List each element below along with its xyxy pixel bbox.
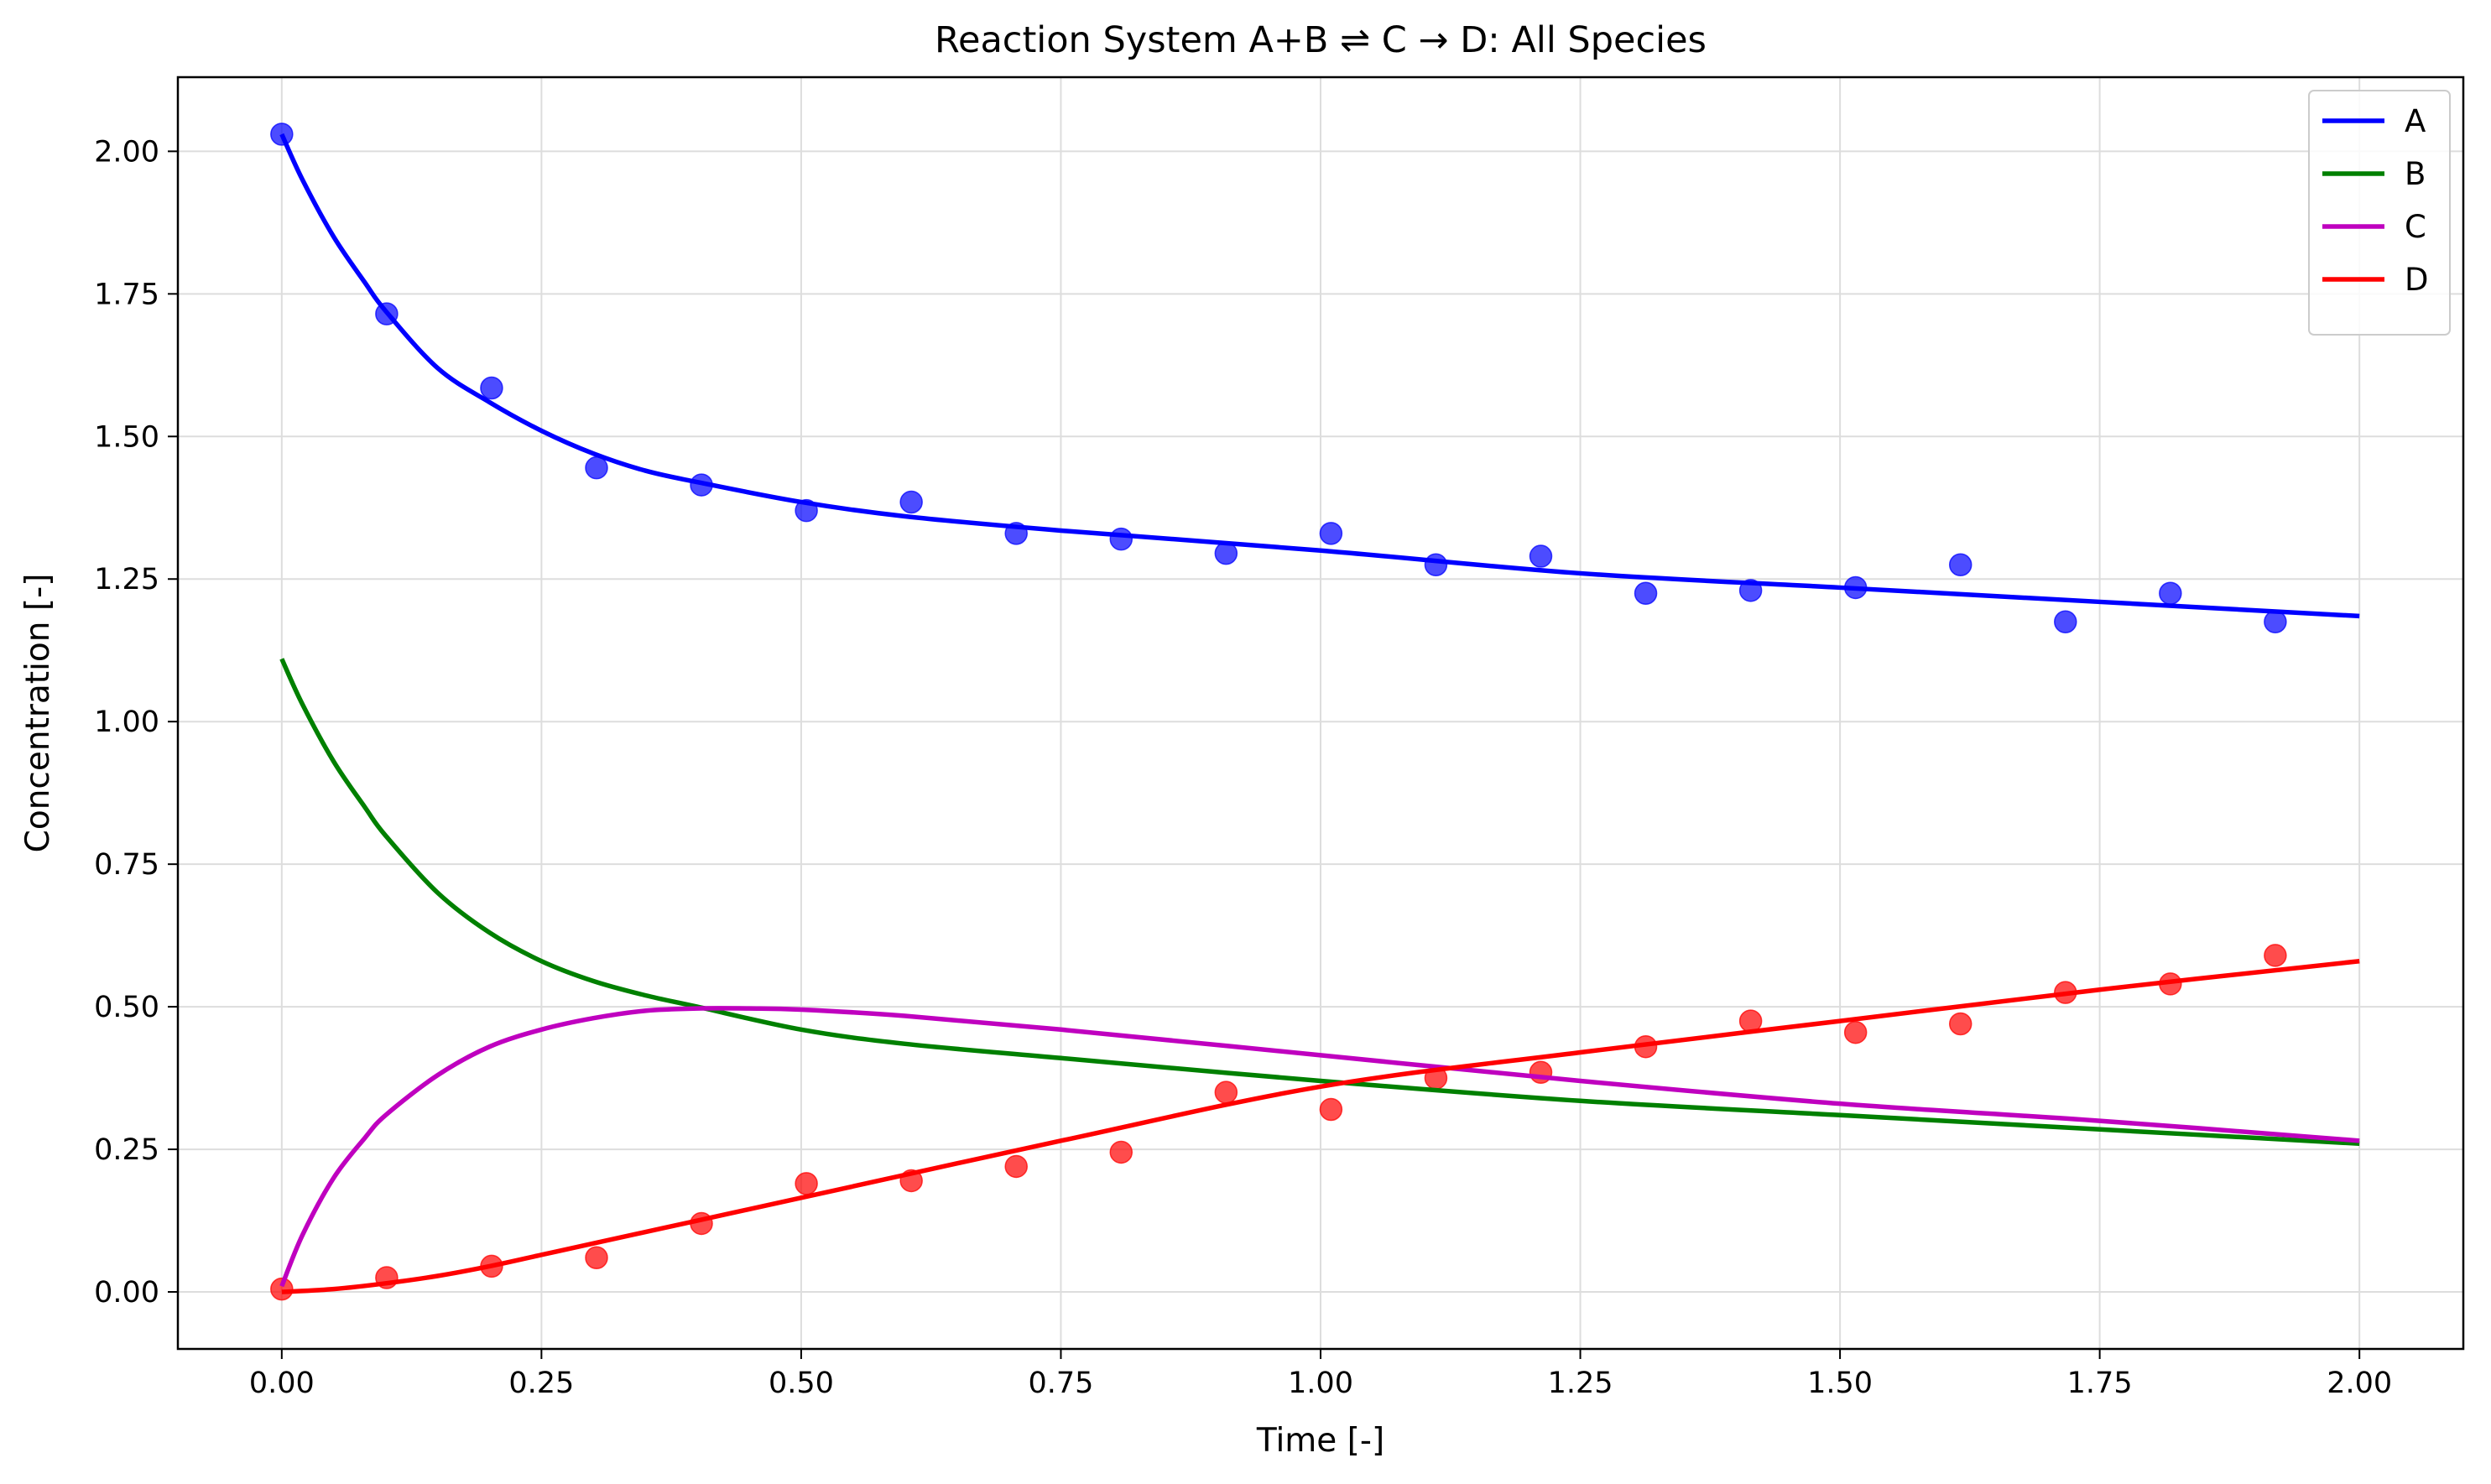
data-point-D	[795, 1172, 818, 1195]
x-tick-label: 0.25	[508, 1367, 574, 1400]
x-tick-label: 0.50	[769, 1367, 834, 1400]
data-point-A	[1948, 553, 1972, 576]
data-point-A	[1424, 553, 1448, 576]
legend-label-B: B	[2405, 156, 2426, 192]
data-point-A	[1529, 544, 1553, 568]
y-tick-label: 0.75	[94, 848, 159, 882]
y-tick-label: 1.00	[94, 706, 159, 739]
data-point-D	[1109, 1140, 1133, 1164]
y-tick-label: 0.50	[94, 991, 159, 1024]
plot-area	[270, 122, 2360, 1301]
data-point-D	[270, 1277, 294, 1301]
axis-ticks: 0.00 0.25 0.50 0.75 1.00 1.25 1.50 1.75 2.00 0.00…	[94, 135, 2392, 1400]
series-line-A	[279, 133, 2360, 619]
data-point-A	[899, 490, 923, 514]
data-point-D	[1214, 1080, 1238, 1104]
data-point-A	[480, 376, 503, 400]
x-tick-label: 1.75	[2067, 1367, 2133, 1400]
data-point-D	[1948, 1012, 1972, 1036]
y-tick-label: 1.75	[94, 278, 159, 311]
data-point-D	[585, 1246, 608, 1269]
data-point-D	[1319, 1097, 1343, 1122]
data-point-A	[1319, 522, 1343, 545]
data-point-D	[1843, 1020, 1868, 1044]
data-point-A	[1634, 581, 1658, 605]
data-point-D	[1004, 1154, 1028, 1179]
x-tick-label: 1.00	[1288, 1367, 1353, 1400]
legend-box	[2308, 90, 2451, 336]
data-point-A	[585, 456, 608, 480]
series-line-D	[281, 958, 2360, 1294]
data-point-A	[2159, 581, 2182, 605]
legend-label-A: A	[2405, 103, 2426, 139]
series-line-B	[279, 658, 2360, 1147]
x-tick-label: 2.00	[2327, 1367, 2392, 1400]
x-tick-label: 0.75	[1028, 1367, 1093, 1400]
y-tick-label: 1.50	[94, 420, 159, 454]
series-line-C	[279, 1006, 2360, 1288]
y-tick-label: 1.25	[94, 563, 159, 596]
y-tick-label: 0.25	[94, 1133, 159, 1167]
x-tick-label: 1.50	[1807, 1367, 1873, 1400]
chart-title: Reaction System A+B ⇌ C → D: All Species	[935, 19, 1707, 61]
x-tick-label: 1.25	[1548, 1367, 1613, 1400]
data-point-D	[2264, 944, 2287, 967]
y-tick-label: 2.00	[94, 135, 159, 169]
data-point-A	[2054, 610, 2077, 633]
data-point-A	[1109, 527, 1133, 551]
y-tick-label: 0.00	[94, 1276, 159, 1310]
legend-label-C: C	[2405, 209, 2426, 245]
x-axis-label: Time [-]	[1256, 1422, 1384, 1460]
grid	[178, 77, 2463, 1349]
legend-label-D: D	[2405, 262, 2429, 298]
x-tick-label: 0.00	[249, 1367, 315, 1400]
y-axis-label: Concentration [-]	[19, 574, 57, 853]
